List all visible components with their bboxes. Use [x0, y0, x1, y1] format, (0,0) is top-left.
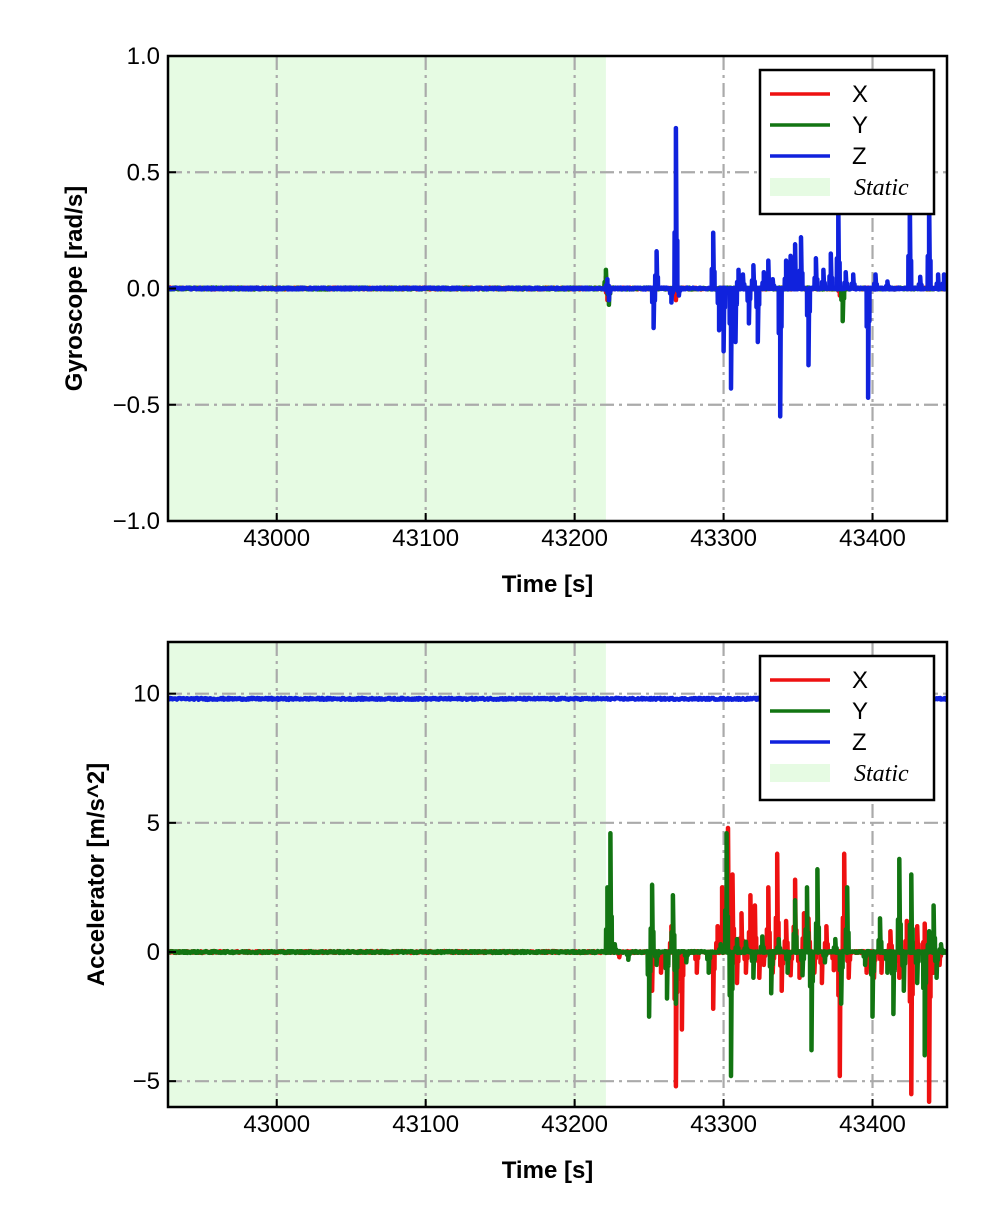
static-region — [168, 642, 606, 1107]
y-axis-label: Gyroscope [rad/s] — [61, 186, 88, 391]
x-tick-label: 43200 — [541, 525, 608, 552]
y-axis-label: Accelerator [m/s^2] — [83, 763, 110, 986]
y-tick-label: −1.0 — [113, 508, 160, 535]
x-axis-label: Time [s] — [502, 1157, 594, 1184]
legend-label-z: Z — [852, 143, 867, 170]
legend-label-z: Z — [852, 729, 867, 756]
series-line-y — [168, 830, 947, 1079]
x-tick-label: 43000 — [243, 525, 310, 552]
legend-label-y: Y — [852, 112, 868, 139]
plot-area — [168, 125, 947, 419]
x-axis-label: Time [s] — [502, 571, 594, 598]
x-tick-label: 43100 — [392, 525, 459, 552]
y-tick-label: 1.0 — [127, 43, 160, 70]
plot-frame — [166, 640, 949, 1109]
y-tick-label: 0 — [147, 939, 160, 966]
legend-label-y: Y — [852, 698, 868, 725]
y-tick-label: −5 — [133, 1068, 160, 1095]
x-tick-label: 43100 — [392, 1111, 459, 1138]
x-tick-label: 43400 — [839, 1111, 906, 1138]
y-tick-label: 10 — [133, 681, 160, 708]
x-tick-label: 43300 — [690, 525, 757, 552]
legend: XYZ Static — [758, 654, 936, 802]
series-line-z — [168, 125, 947, 419]
legend-swatch-static — [770, 764, 830, 782]
x-tick-label: 43200 — [541, 1111, 608, 1138]
legend-label-x: X — [852, 81, 868, 108]
legend-label-static: Static — [854, 175, 909, 201]
gyroscope-chart: 43000 43100 43200 43300 43400 −1.0 −0.5 0.0 0.5 1… — [61, 43, 949, 598]
y-tick-label: 0.5 — [127, 159, 160, 186]
y-tick-label: −0.5 — [113, 392, 160, 419]
legend-label-x: X — [852, 667, 868, 694]
x-tick-label: 43300 — [690, 1111, 757, 1138]
legend: XYZ Static — [758, 68, 936, 216]
y-tick-label: 0.0 — [127, 276, 160, 303]
legend-swatch-static — [770, 178, 830, 196]
legend-label-static: Static — [854, 761, 909, 787]
x-tick-label: 43000 — [243, 1111, 310, 1138]
x-tick-label: 43400 — [839, 525, 906, 552]
y-tick-label: 5 — [147, 810, 160, 837]
accelerator-chart: 43000 43100 43200 43300 43400 −5 0 5 10 Time [s] A… — [83, 640, 949, 1184]
